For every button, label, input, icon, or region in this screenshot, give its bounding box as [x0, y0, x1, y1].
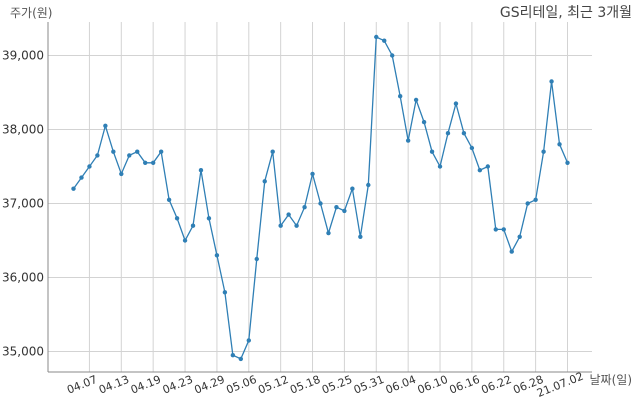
data-point	[533, 197, 538, 202]
data-point	[294, 223, 299, 228]
x-axis-ticks: 04.0704.1304.1904.2304.2905.0605.1205.18…	[65, 370, 585, 400]
grid	[48, 22, 592, 372]
data-point	[206, 216, 212, 221]
data-point	[103, 123, 108, 128]
data-point	[453, 101, 459, 106]
x-tick-label: 21.07.02	[535, 370, 585, 400]
x-tick-label: 05.06	[224, 373, 258, 397]
y-axis-label: 주가(원)	[10, 6, 52, 20]
data-point	[461, 131, 467, 136]
data-point	[326, 230, 331, 236]
x-tick-label: 04.29	[193, 373, 227, 397]
data-point	[334, 205, 339, 210]
data-point	[549, 79, 554, 84]
data-point	[143, 160, 148, 165]
data-point	[565, 160, 570, 165]
data-point	[174, 216, 180, 221]
data-point	[135, 149, 140, 154]
x-axis-label: 날짜(일)	[590, 373, 632, 387]
axes	[47, 22, 592, 373]
data-point	[445, 131, 451, 136]
data-point	[366, 182, 371, 188]
data-point	[79, 175, 84, 180]
data-point	[286, 212, 291, 217]
data-point	[158, 149, 164, 154]
x-tick-label: 05.31	[352, 373, 386, 397]
data-point	[262, 179, 267, 184]
data-point	[413, 97, 419, 103]
data-point	[382, 38, 387, 43]
x-tick-label: 05.18	[288, 373, 322, 397]
x-tick-label: 06.04	[384, 373, 418, 397]
data-point	[429, 149, 435, 154]
data-point	[501, 227, 506, 232]
data-point	[517, 234, 522, 239]
data-point	[190, 223, 196, 228]
data-point	[246, 338, 251, 343]
data-point	[278, 223, 283, 228]
data-point	[222, 290, 228, 295]
x-tick-label: 04.19	[129, 373, 163, 397]
data-point	[541, 149, 546, 154]
x-tick-label: 04.23	[161, 373, 195, 397]
x-tick-label: 04.07	[65, 373, 99, 397]
data-point	[310, 171, 315, 177]
price-series-points	[71, 34, 570, 362]
data-point	[198, 168, 204, 173]
data-point	[358, 234, 363, 239]
x-tick-label: 04.13	[97, 373, 131, 397]
data-point	[342, 208, 347, 214]
y-axis-ticks: 35,000 36,000 37,000 38,000 39,000	[2, 49, 44, 359]
y-tick-label: 36,000	[2, 271, 44, 285]
data-point	[150, 160, 156, 165]
data-point	[525, 201, 530, 206]
data-point	[374, 34, 379, 40]
data-point	[111, 149, 116, 154]
x-tick-label: 05.12	[256, 373, 290, 397]
data-point	[390, 53, 395, 58]
data-point	[557, 142, 562, 147]
data-point	[318, 201, 323, 206]
x-tick-label: 05.25	[320, 373, 354, 397]
x-tick-label: 06.16	[448, 373, 482, 397]
data-point	[437, 164, 443, 169]
data-point	[270, 149, 275, 154]
y-tick-label: 35,000	[2, 345, 44, 359]
data-point	[127, 153, 132, 158]
data-point	[254, 256, 259, 262]
price-series-line	[72, 36, 569, 360]
data-point	[238, 356, 244, 362]
data-point	[405, 138, 411, 143]
y-tick-label: 37,000	[2, 197, 44, 211]
chart-title: GS리테일, 최근 3개월	[500, 5, 632, 21]
data-point	[421, 119, 427, 125]
data-point	[477, 168, 483, 173]
y-tick-label: 38,000	[2, 123, 44, 137]
data-point	[119, 171, 124, 177]
data-point	[469, 145, 475, 151]
data-point	[485, 164, 491, 169]
x-tick-label: 06.22	[479, 373, 513, 397]
data-point	[397, 94, 403, 99]
data-point	[182, 238, 188, 243]
data-point	[350, 186, 355, 191]
data-point	[166, 197, 172, 202]
y-tick-label: 39,000	[2, 49, 44, 63]
data-point	[302, 205, 307, 210]
data-point	[71, 186, 76, 191]
data-point	[509, 249, 514, 254]
data-point	[214, 253, 220, 258]
x-tick-label: 06.10	[416, 373, 450, 397]
data-point	[493, 227, 498, 232]
data-point	[87, 164, 92, 169]
data-point	[95, 153, 100, 158]
data-point	[230, 353, 236, 358]
